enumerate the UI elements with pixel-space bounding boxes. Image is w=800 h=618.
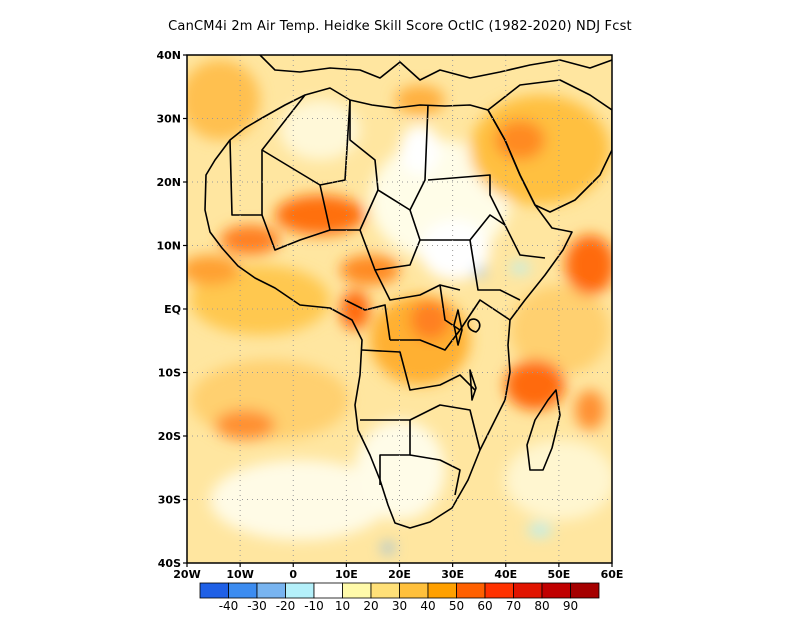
lat-tick-label: 40N <box>156 49 181 62</box>
colorbar-label: 10 <box>335 599 350 613</box>
colorbar-label: -30 <box>247 599 267 613</box>
lat-tick-label: 10N <box>156 240 181 253</box>
colorbar-swatch <box>199 582 229 599</box>
lat-tick-label: 40S <box>158 557 181 570</box>
lat-tick-label: 20S <box>158 430 181 443</box>
colorbar-swatch <box>342 582 372 599</box>
country-borders <box>204 55 612 529</box>
colorbar-swatch <box>399 582 429 599</box>
lon-tick-label: 50E <box>547 568 570 581</box>
colorbar-swatch <box>427 582 457 599</box>
lat-tick-label: EQ <box>164 303 181 316</box>
colorbar-label: 80 <box>534 599 549 613</box>
colorbar-swatch <box>285 582 315 599</box>
colorbar-label: 70 <box>506 599 521 613</box>
lat-tick-label: 20N <box>156 176 181 189</box>
colorbar-swatch <box>456 582 486 599</box>
colorbar-label: 40 <box>420 599 435 613</box>
map-title: CanCM4i 2m Air Temp. Heidke Skill Score … <box>168 19 632 34</box>
colorbar-swatch <box>570 582 600 599</box>
map-gridlines <box>187 55 612 563</box>
colorbar-label: 50 <box>449 599 464 613</box>
lon-tick-label: 0 <box>289 568 297 581</box>
colorbar-label: -10 <box>304 599 324 613</box>
lon-tick-label: 40E <box>494 568 517 581</box>
lon-tick-label: 10W <box>226 568 253 581</box>
colorbar-label: 60 <box>477 599 492 613</box>
colorbar-swatch <box>513 582 543 599</box>
colorbar-label: -20 <box>276 599 296 613</box>
colorbar-swatch <box>541 582 571 599</box>
colorbar-label: 30 <box>392 599 407 613</box>
lon-tick-label: 10E <box>335 568 358 581</box>
colorbar-swatch <box>313 582 343 599</box>
lat-tick-label: 10S <box>158 367 181 380</box>
colorbar-swatch <box>228 582 258 599</box>
lon-tick-label: 20E <box>388 568 411 581</box>
colorbar-swatch <box>484 582 514 599</box>
lat-tick-label: 30S <box>158 494 181 507</box>
colorbar: -40 -30 -20 -10 10 20 30 40 50 60 70 80 90 <box>199 582 600 613</box>
lon-tick-label: 20W <box>173 568 200 581</box>
colorbar-label: 90 <box>563 599 578 613</box>
lon-tick-label: 60E <box>601 568 624 581</box>
colorbar-swatch <box>256 582 286 599</box>
colorbar-label: -40 <box>219 599 239 613</box>
colorbar-label: 20 <box>363 599 378 613</box>
lat-tick-label: 30N <box>156 113 181 126</box>
colorbar-swatch <box>370 582 400 599</box>
lon-tick-label: 30E <box>441 568 464 581</box>
